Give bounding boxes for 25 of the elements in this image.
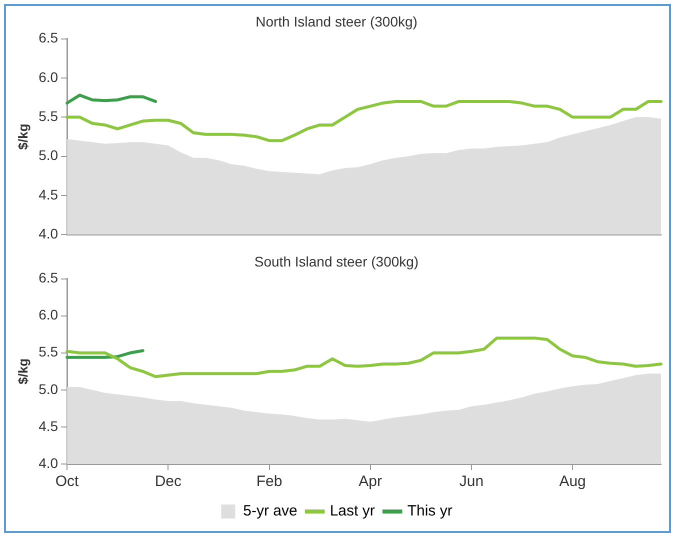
x-tick-label: Apr <box>358 473 382 490</box>
y-axis-title: $/kg <box>15 358 30 384</box>
chart-title: South Island steer (300kg) <box>254 253 419 270</box>
x-tick-label: Dec <box>154 473 182 490</box>
y-tick-label: 4.0 <box>38 225 58 242</box>
legend-label: 5-yr ave <box>243 502 298 520</box>
legend-label: This yr <box>407 502 452 520</box>
y-tick-label: 6.0 <box>38 306 58 323</box>
y-tick-label: 4.5 <box>38 418 58 434</box>
x-tick-label: Aug <box>559 473 586 490</box>
y-tick-label: 4.5 <box>38 186 58 202</box>
y-tick-label: 6.5 <box>38 270 58 286</box>
y-tick-label: 5.5 <box>38 108 58 124</box>
legend-label: Last yr <box>330 502 375 520</box>
y-tick-label: 4.0 <box>38 454 58 471</box>
y-tick-label: 5.5 <box>38 344 58 360</box>
y-tick-label: 6.5 <box>38 30 58 46</box>
y-tick-label: 6.0 <box>38 68 58 85</box>
chart-title: North Island steer (300kg) <box>256 13 418 30</box>
x-tick-label: Jun <box>459 473 484 490</box>
y-tick-label: 5.0 <box>38 147 58 164</box>
y-axis-title: $/kg <box>15 124 30 150</box>
y-tick-label: 5.0 <box>38 380 58 397</box>
x-tick-label: Oct <box>55 473 80 490</box>
x-tick-label: Feb <box>256 473 282 490</box>
